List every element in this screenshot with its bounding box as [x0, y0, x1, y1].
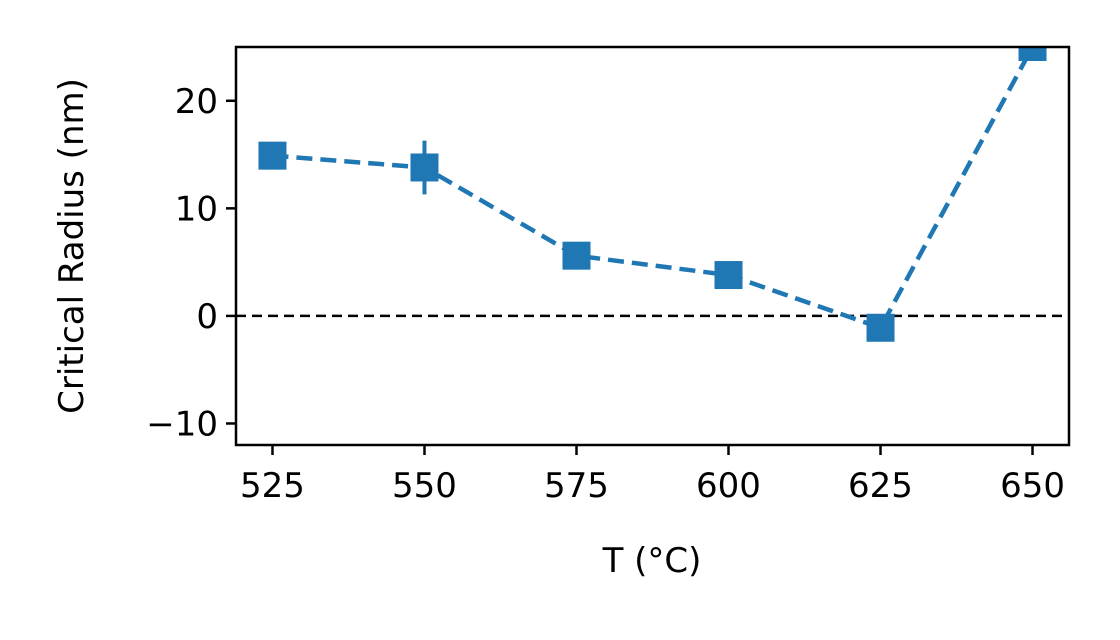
data-point-marker — [410, 153, 439, 182]
data-point-marker — [1018, 47, 1047, 61]
x-tick-label: 525 — [240, 466, 305, 506]
x-tick-label: 575 — [544, 466, 609, 506]
y-tick-label: 0 — [196, 297, 218, 337]
y-tick-label: 10 — [175, 189, 218, 229]
x-tick-label: 600 — [696, 466, 761, 506]
x-axis-label: T (°C) — [602, 541, 702, 581]
y-tick-label: −10 — [146, 404, 218, 444]
data-point-marker — [258, 141, 287, 170]
x-tick-label: 650 — [1000, 466, 1065, 506]
plot-frame — [234, 45, 1071, 447]
series-line — [272, 47, 1035, 331]
y-tick-label: 20 — [175, 82, 218, 122]
x-tick-label: 625 — [848, 466, 913, 506]
data-point-marker — [714, 261, 743, 290]
data-point-marker — [562, 241, 591, 270]
x-tick-label: 550 — [392, 466, 457, 506]
y-axis-label: Critical Radius (nm) — [52, 78, 92, 414]
data-point-marker — [866, 313, 895, 342]
